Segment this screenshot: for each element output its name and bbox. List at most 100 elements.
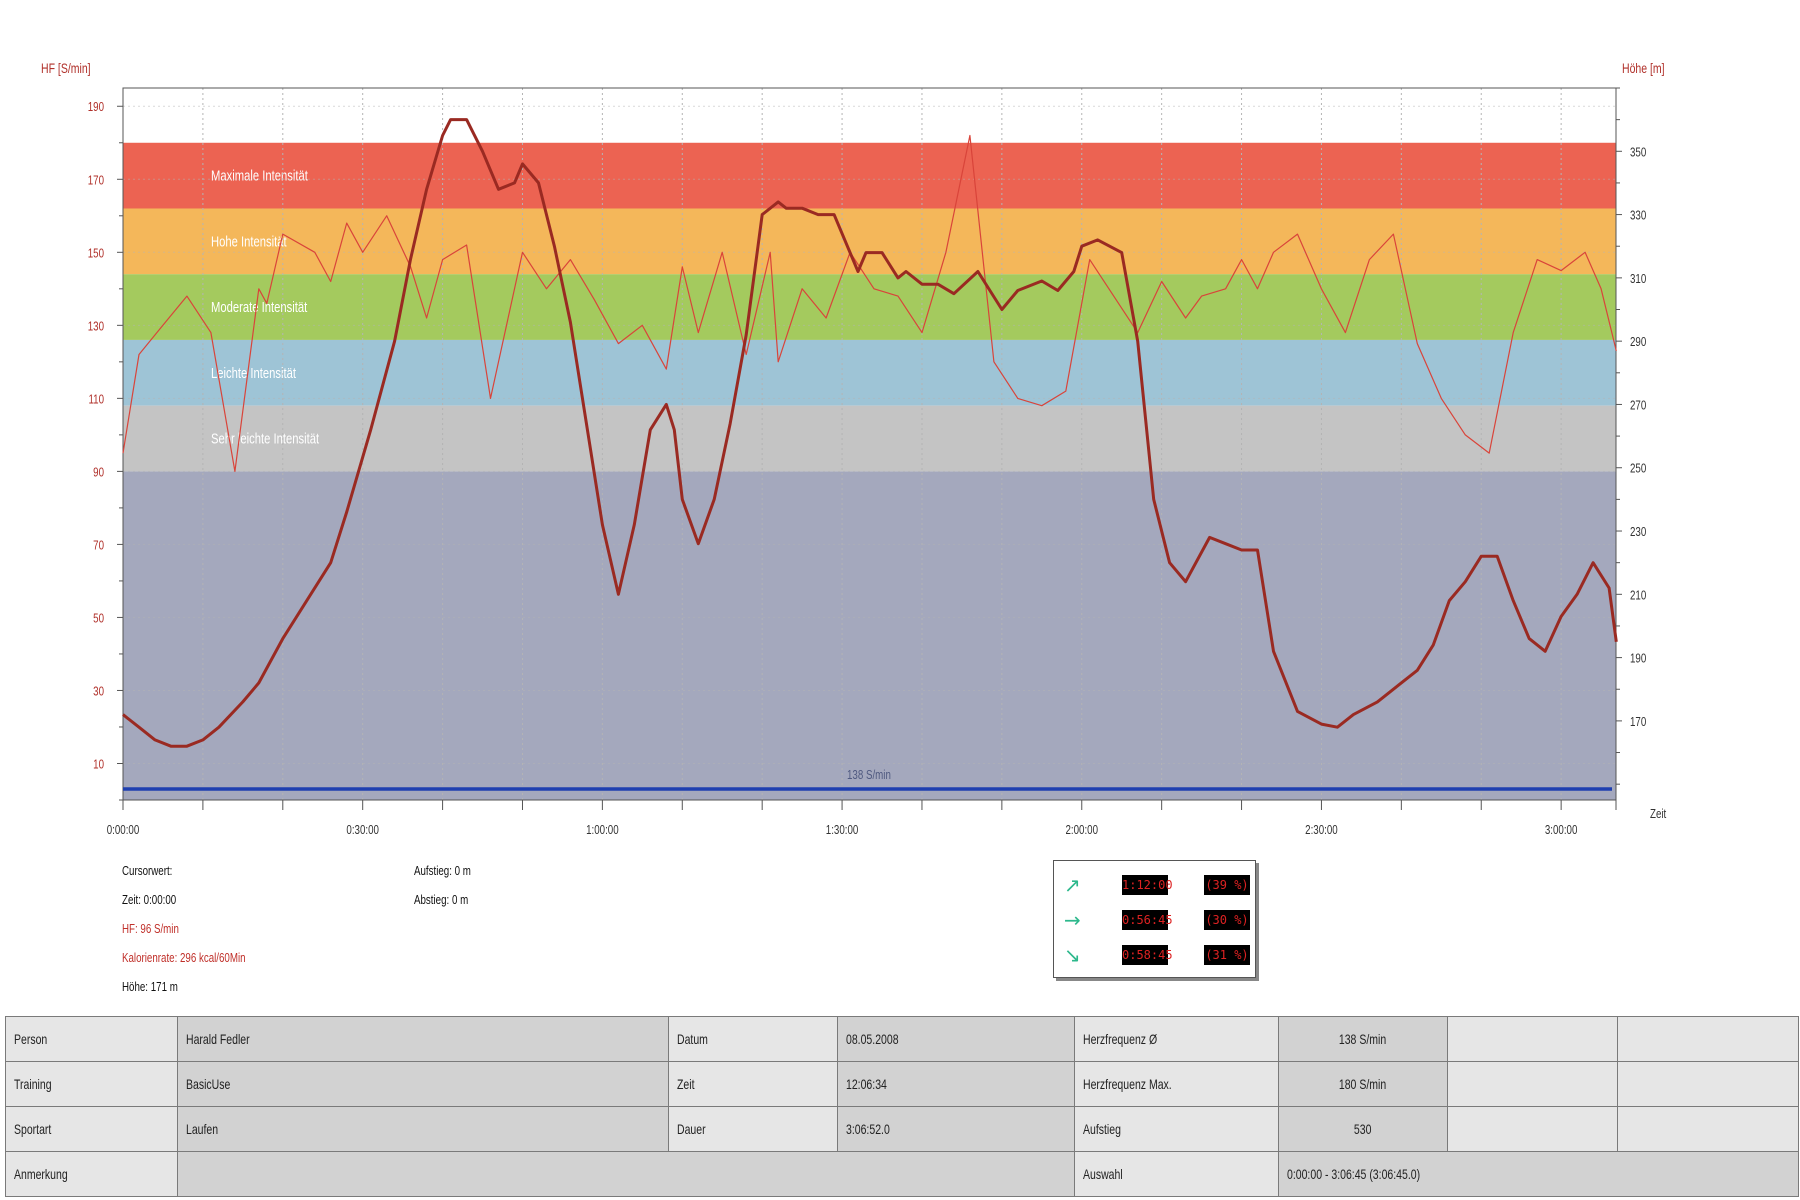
arrow-up-right-icon: ↗ <box>1064 873 1081 897</box>
zone-label: Hohe Intensität <box>211 233 287 250</box>
y-left-tick-label: 10 <box>93 758 104 772</box>
y-left-tick-label: 150 <box>88 247 104 261</box>
x-tick-label: 0:30:00 <box>346 824 379 838</box>
slope-summary-box: ↗ 1:12:00 (39 %) → 0:56:45 (30 %) ↘ 0:58… <box>1053 860 1256 978</box>
y-left-tick-label: 190 <box>88 101 104 115</box>
cursor-altitude: Höhe: 171 m <box>122 979 178 994</box>
cursor-title: Cursorwert: <box>122 863 173 878</box>
duration-label: Dauer <box>668 1106 838 1152</box>
training-info-table: Person Harald Fedler Datum 08.05.2008 He… <box>5 1016 1799 1197</box>
hf-avg-value: 138 S/min <box>1278 1016 1448 1062</box>
y-right-tick-label: 250 <box>1630 463 1646 477</box>
intensity-zone-band <box>123 142 1616 209</box>
table-row: Person Harald Fedler Datum 08.05.2008 He… <box>5 1016 1799 1062</box>
slope-row-flat: → 0:56:45 (30 %) <box>1054 904 1255 940</box>
y-left-tick-label: 170 <box>88 174 104 188</box>
note-label: Anmerkung <box>5 1151 178 1197</box>
cursor-descent: Abstieg: 0 m <box>414 892 469 907</box>
plot-frame <box>122 87 1617 801</box>
ascent-label: Aufstieg <box>1074 1106 1279 1152</box>
y-left-tick-label: 90 <box>93 466 104 480</box>
ascent-descent-panel: Aufstieg: 0 m Abstieg: 0 m <box>414 856 471 914</box>
empty-cell <box>1447 1061 1618 1107</box>
empty-cell <box>1447 1016 1618 1062</box>
time-label: Zeit <box>668 1061 838 1107</box>
cursor-values-panel: Cursorwert: Zeit: 0:00:00 HF: 96 S/min K… <box>122 856 246 1001</box>
y-left-tick-label: 50 <box>93 612 104 626</box>
time-value: 12:06:34 <box>837 1061 1075 1107</box>
intensity-zone-band <box>123 405 1616 472</box>
selection-label: Auswahl <box>1074 1151 1279 1197</box>
empty-cell <box>1617 1061 1799 1107</box>
sport-value: Laufen <box>177 1106 669 1152</box>
y-right-tick-label: 210 <box>1630 589 1646 603</box>
sport-label: Sportart <box>5 1106 178 1152</box>
cursor-calories: Kalorienrate: 296 kcal/60Min <box>122 950 246 965</box>
duration-value: 3:06:52.0 <box>837 1106 1075 1152</box>
intensity-zone-band <box>123 274 1616 340</box>
training-label: Training <box>5 1061 178 1107</box>
table-row: Sportart Laufen Dauer 3:06:52.0 Aufstieg… <box>5 1106 1799 1152</box>
slope-row-uphill: ↗ 1:12:00 (39 %) <box>1054 869 1255 905</box>
flat-percent: (30 %) <box>1204 910 1250 930</box>
x-tick-label: 0:00:00 <box>107 824 140 838</box>
zone-label: Moderate Intensität <box>211 299 308 316</box>
x-tick-label: 1:00:00 <box>586 824 619 838</box>
x-tick-label: 2:30:00 <box>1305 824 1338 838</box>
flat-time: 0:56:45 <box>1122 910 1173 930</box>
y-right-tick-label: 270 <box>1630 399 1646 413</box>
y-left-tick-label: 110 <box>88 393 104 407</box>
date-label: Datum <box>668 1016 838 1062</box>
y-right-tick-label: 350 <box>1630 146 1646 160</box>
arrow-down-right-icon: ↘ <box>1064 943 1081 967</box>
y-right-tick-label: 230 <box>1630 526 1646 540</box>
person-label: Person <box>5 1016 178 1062</box>
x-tick-label: 3:00:00 <box>1545 824 1578 838</box>
y-left-tick-label: 30 <box>93 685 104 699</box>
person-value: Harald Fedler <box>177 1016 669 1062</box>
x-axis-title: Zeit <box>1650 808 1667 822</box>
intensity-zone-band <box>123 339 1616 406</box>
y-right-axis-title: Höhe [m] <box>1622 60 1665 76</box>
hf-avg-label: Herzfrequenz Ø <box>1074 1016 1279 1062</box>
heart-rate-altitude-chart: Maximale Intensität Hohe Intensität Modera… <box>88 87 1667 838</box>
cursor-hf: HF: 96 S/min <box>122 921 179 936</box>
hf-max-label: Herzfrequenz Max. <box>1074 1061 1279 1107</box>
table-row: Training BasicUse Zeit 12:06:34 Herzfreq… <box>5 1061 1799 1107</box>
zone-label: Maximale Intensität <box>211 167 308 184</box>
y-right-tick-label: 290 <box>1630 336 1646 350</box>
y-right-tick-label: 170 <box>1630 716 1646 730</box>
zone-label: Sehr leichte Intensität <box>211 430 319 447</box>
downhill-time: 0:58:45 <box>1122 945 1173 965</box>
ascent-value: 530 <box>1278 1106 1448 1152</box>
empty-cell <box>1447 1106 1618 1152</box>
altitude-line <box>122 118 1618 748</box>
below-zone-band <box>123 471 1616 800</box>
hf-max-value: 180 S/min <box>1278 1061 1448 1107</box>
intensity-zone-band <box>123 208 1616 275</box>
selection-value: 0:00:00 - 3:06:45 (3:06:45.0) <box>1278 1151 1799 1197</box>
y-left-tick-label: 130 <box>88 320 104 334</box>
training-value: BasicUse <box>177 1061 669 1107</box>
empty-cell <box>1617 1106 1799 1152</box>
average-hf-label: 138 S/min <box>847 769 891 783</box>
uphill-time: 1:12:00 <box>1122 875 1173 895</box>
date-value: 08.05.2008 <box>837 1016 1075 1062</box>
arrow-right-icon: → <box>1064 908 1081 932</box>
x-tick-label: 1:30:00 <box>826 824 859 838</box>
downhill-percent: (31 %) <box>1204 945 1250 965</box>
slope-row-downhill: ↘ 0:58:45 (31 %) <box>1054 939 1255 975</box>
y-left-axis-title: HF [S/min] <box>41 60 91 76</box>
y-left-tick-label: 70 <box>93 539 104 553</box>
y-right-tick-label: 190 <box>1630 652 1646 666</box>
cursor-ascent: Aufstieg: 0 m <box>414 863 471 878</box>
y-right-tick-label: 310 <box>1630 273 1646 287</box>
note-value[interactable] <box>177 1151 1075 1197</box>
table-row: Anmerkung Auswahl 0:00:00 - 3:06:45 (3:0… <box>5 1151 1799 1197</box>
zone-label: Leichte Intensität <box>211 364 296 381</box>
cursor-time: Zeit: 0:00:00 <box>122 892 177 907</box>
uphill-percent: (39 %) <box>1204 875 1250 895</box>
y-right-tick-label: 330 <box>1630 209 1646 223</box>
empty-cell <box>1617 1016 1799 1062</box>
x-tick-label: 2:00:00 <box>1065 824 1098 838</box>
